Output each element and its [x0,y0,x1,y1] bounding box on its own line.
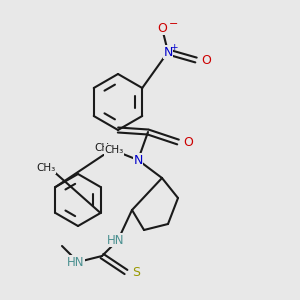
Text: O: O [183,136,193,148]
Text: N: N [133,154,143,166]
Text: HN: HN [67,256,85,268]
Text: +: + [170,44,178,52]
Text: CH₃: CH₃ [36,163,56,173]
Text: N: N [163,46,173,59]
Text: CH₃: CH₃ [94,143,114,153]
Text: CH₃: CH₃ [104,145,124,155]
Text: −: − [169,19,179,29]
Text: HN: HN [107,233,125,247]
Text: S: S [132,266,140,278]
Text: O: O [201,53,211,67]
Text: O: O [157,22,167,34]
